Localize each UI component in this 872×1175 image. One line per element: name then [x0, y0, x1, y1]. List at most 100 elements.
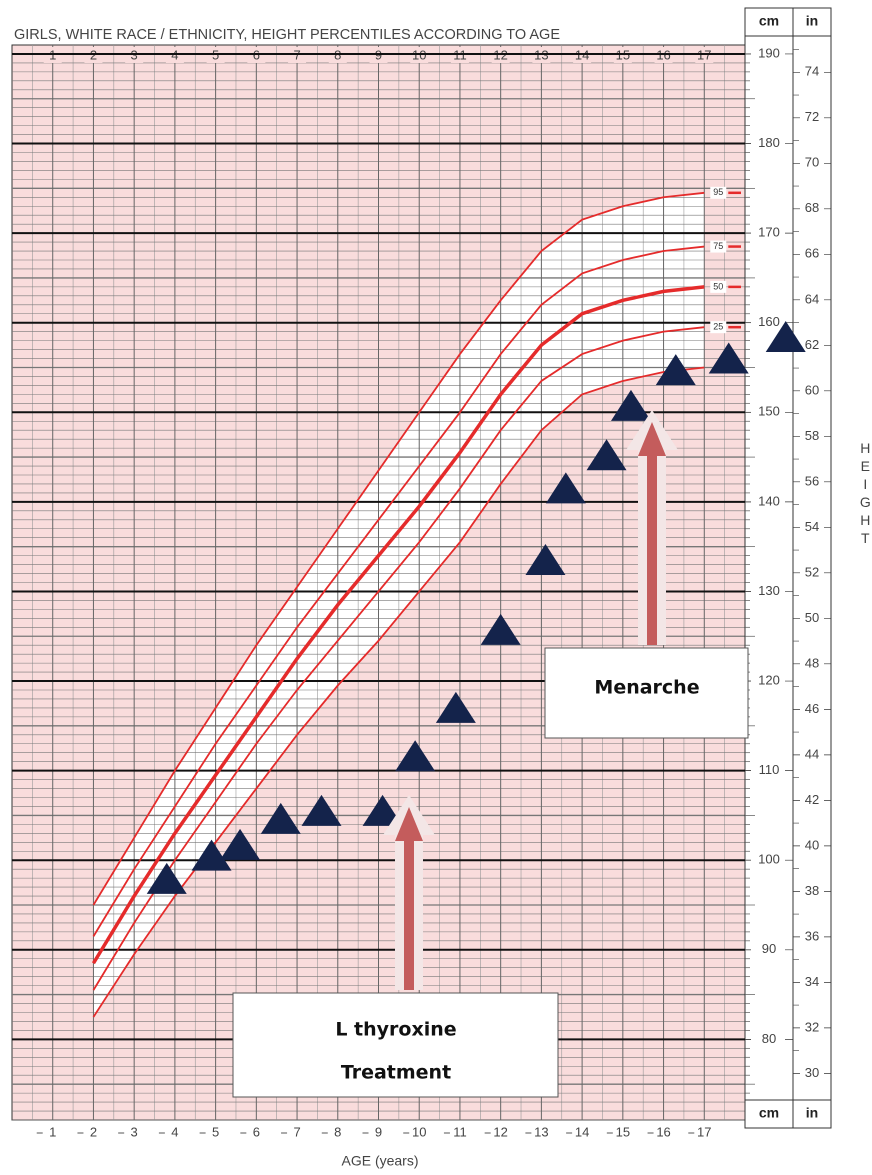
annotation: L thyroxine [335, 1019, 456, 1041]
patient-point [362, 794, 403, 826]
x-tick-label: 16 [656, 1124, 670, 1139]
x-tick-label: 15 [616, 1124, 630, 1139]
y2-unit: in [806, 1105, 818, 1121]
y2-tick-label: 74 [805, 64, 819, 79]
annotation-box [544, 647, 749, 739]
y-tick-label: 150 [758, 404, 780, 419]
patient-point [301, 794, 342, 826]
x-tick-label: 10 [412, 1124, 426, 1139]
tick-label-bg [800, 245, 824, 264]
y-tick-label: 110 [759, 762, 780, 777]
y-axis-label: HEIGHT [857, 440, 872, 548]
x-tick-label: 8 [334, 1124, 341, 1139]
tick-label-bg [800, 199, 824, 218]
x-tick-label: 14 [575, 1124, 589, 1139]
tick-label-bg [125, 47, 144, 63]
tick-label-bg [800, 791, 824, 810]
y2-tick-label: 34 [805, 974, 819, 989]
patient-point [260, 802, 301, 834]
arrow [395, 807, 423, 990]
tick-label-bg [613, 47, 632, 63]
patient-point [480, 613, 521, 645]
y2-tick-label: 54 [805, 519, 819, 534]
curve-label-bg [710, 321, 727, 334]
x-tick-label: 4 [171, 1124, 178, 1139]
y-tick-label: 140 [758, 493, 780, 508]
patient-point [220, 828, 261, 860]
tick-label-bg [573, 47, 592, 63]
tick-label-bg [654, 47, 673, 63]
y2-tick-label: 56 [805, 473, 819, 488]
unit-header [744, 1099, 794, 1129]
y-unit: cm [759, 13, 779, 29]
x-tick-label: 5 [212, 1124, 219, 1139]
tick-label-bg [450, 47, 469, 63]
tick-label-bg [800, 563, 824, 582]
y2-tick-label: 48 [805, 655, 819, 670]
tick-label-bg [800, 1018, 824, 1037]
patient-point [765, 320, 806, 352]
tick-label-bg [751, 313, 785, 332]
tick-label-bg [206, 47, 225, 63]
tick-label-bg [247, 47, 266, 63]
tick-label-bg [800, 927, 824, 946]
x-tick-label: 13 [534, 1124, 548, 1139]
y2-tick-label: 38 [805, 883, 819, 898]
annotation-box [232, 992, 559, 1098]
y2-tick-label: 58 [805, 428, 819, 443]
y2-tick-label: 50 [805, 610, 819, 625]
tick-label-bg [751, 940, 785, 959]
annotation: Menarche [594, 677, 699, 699]
y2-tick-label: 72 [805, 109, 819, 124]
x-tick-label: 7 [293, 1124, 300, 1139]
patient-point [708, 342, 749, 374]
chart-title: GIRLS, WHITE RACE / ETHNICITY, HEIGHT PE… [14, 27, 560, 43]
y-tick-label: 190 [758, 45, 780, 60]
tick-label-bg [491, 47, 510, 63]
tick-label-bg [800, 427, 824, 446]
tick-label-bg [751, 403, 785, 422]
x-tick-label: 1 [49, 1124, 56, 1139]
curve-label: 95 [713, 187, 723, 197]
y2-tick-label: 64 [805, 291, 819, 306]
tick-label-bg [800, 609, 824, 628]
tick-label-bg [751, 44, 785, 63]
y-tick-label: 80 [762, 1031, 776, 1046]
x-tick-label: 17 [697, 1124, 711, 1139]
percentile-curve [92, 326, 705, 991]
patient-point [435, 691, 476, 723]
tick-label-bg [328, 47, 347, 63]
tick-label-bg [800, 1064, 824, 1083]
tick-label-bg [84, 47, 103, 63]
tick-label-bg [288, 47, 307, 63]
patient-point [655, 354, 696, 386]
tick-label-bg [800, 154, 824, 173]
tick-label-bg [751, 761, 785, 780]
x-tick-label: 12 [493, 1124, 507, 1139]
x-axis-label: AGE (years) [341, 1153, 418, 1169]
annotation: Treatment [341, 1062, 451, 1084]
y-tick-label: 130 [758, 583, 780, 598]
y2-tick-label: 60 [805, 382, 819, 397]
tick-label-bg [800, 336, 824, 355]
tick-label-bg [751, 851, 785, 870]
y2-tick-label: 30 [805, 1065, 819, 1080]
patient-point [146, 862, 187, 894]
x-tick-label: 3 [131, 1124, 138, 1139]
tick-label-bg [800, 518, 824, 537]
patient-point [191, 839, 232, 871]
y-tick-label: 100 [758, 852, 780, 867]
x-tick-label: 9 [375, 1124, 382, 1139]
y2-tick-label: 52 [805, 564, 819, 579]
y2-tick-label: 32 [805, 1019, 819, 1034]
unit-header [792, 1099, 832, 1129]
y-tick-label: 120 [758, 672, 780, 687]
tick-label-bg [800, 654, 824, 673]
y2-tick-label: 66 [805, 246, 819, 261]
y2-tick-label: 36 [805, 928, 819, 943]
percentile-curve [91, 285, 705, 965]
x-tick-label: 11 [453, 1124, 467, 1139]
patient-point [395, 740, 436, 772]
tick-label-bg [751, 224, 785, 243]
